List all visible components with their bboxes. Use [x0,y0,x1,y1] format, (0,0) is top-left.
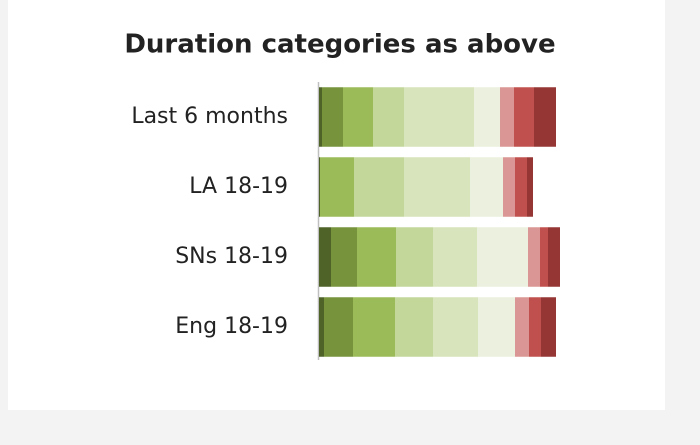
bar-segment [404,157,470,217]
bar-segment [503,157,515,217]
y-tick-label: LA 18-19 [189,174,288,199]
bar-segment [515,297,529,357]
bar-segment [514,87,534,147]
bar-segment [319,157,320,217]
bar-segment [319,87,322,147]
bar-segment [478,297,515,357]
bar-segment [515,157,527,217]
bar-segment [527,157,533,217]
bar-segment [433,297,478,357]
bar-segment [433,227,477,287]
bar-segment [324,297,353,357]
bar-segment [396,227,433,287]
bar-segment [354,157,404,217]
bar-segment [319,227,331,287]
bar-segment [500,87,514,147]
bar-segment [541,297,556,357]
bar-segment [353,297,395,357]
bar-segment [343,87,373,147]
bar-segment [477,227,528,287]
bar-segment [357,227,396,287]
bar-segment [373,87,404,147]
bar-segment [320,157,354,217]
y-tick-label: SNs 18-19 [175,244,288,269]
y-tick-label: Last 6 months [131,104,288,129]
bar-segment [548,227,560,287]
bar-segment [474,87,500,147]
bar-segment [322,87,343,147]
bar-segment [395,297,433,357]
bar-segment [529,297,541,357]
bar-segment [534,87,556,147]
bar-segment [404,87,474,147]
bar-segment [540,227,548,287]
bar-segment [331,227,357,287]
bar-segment [319,297,324,357]
y-tick-label: Eng 18-19 [175,314,288,339]
bar-segment [470,157,503,217]
chart-title: Duration categories as above [124,30,555,60]
bar-segment [528,227,540,287]
